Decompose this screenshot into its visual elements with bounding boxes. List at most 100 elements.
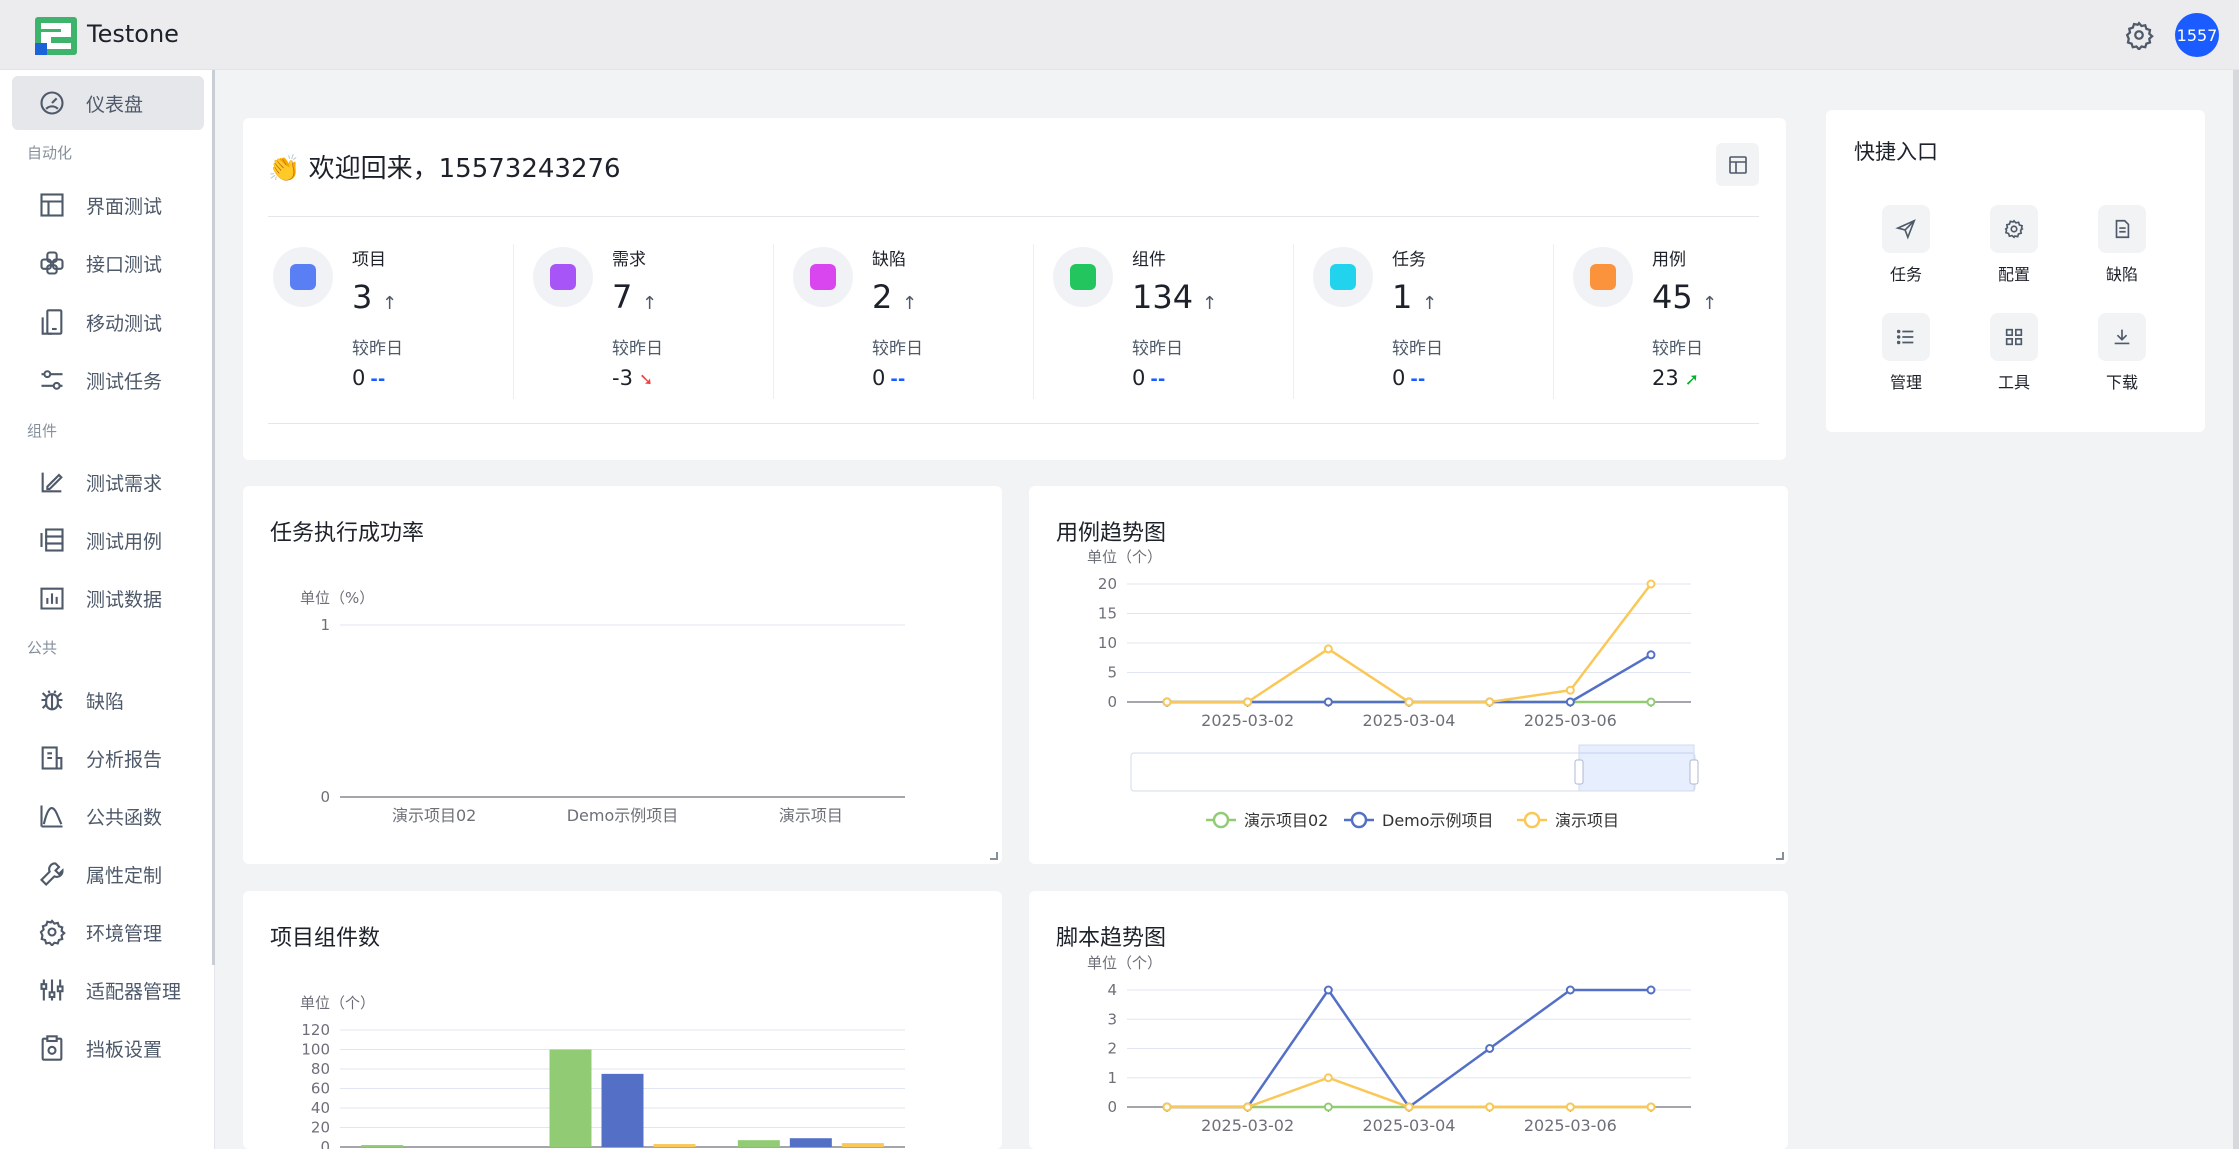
sidebar: 仪表盘 自动化 界面测试 接口测试 移动测试 测试任务 组件 测试需求 测试用例…: [0, 70, 215, 1149]
flat-trend-icon: --: [1410, 369, 1426, 390]
compare-label: 较昨日: [1132, 339, 1183, 359]
sidebar-item-dashboard[interactable]: 仪表盘: [12, 76, 204, 130]
success-rate-card: [243, 486, 1002, 864]
stat-label: 用例: [1652, 250, 1686, 270]
send-icon: [1895, 219, 1916, 240]
dashboard-icon: [40, 91, 64, 115]
user-avatar[interactable]: 1557: [2175, 13, 2219, 57]
quick-entry-icon-box: [1990, 313, 2038, 361]
sidebar-item-test-task[interactable]: 测试任务: [12, 353, 204, 407]
stat-delta: 0 --: [872, 366, 905, 390]
quick-entry-label: 缺陷: [2105, 265, 2138, 284]
sidebar-item-requirement[interactable]: 测试需求: [12, 455, 204, 509]
compare-label: 较昨日: [352, 339, 403, 359]
flat-trend-icon: --: [370, 369, 386, 390]
chart-title: 用例趋势图: [1056, 521, 1167, 546]
quick-entry-document[interactable]: 缺陷: [2082, 205, 2162, 285]
compare-label: 较昨日: [872, 339, 923, 359]
sidebar-group-components: 组件: [27, 422, 58, 440]
sidebar-group-public: 公共: [27, 639, 58, 657]
quick-entry-icon-box: [1882, 205, 1930, 253]
sidebar-item-label: 测试数据: [86, 588, 163, 611]
quick-entry-send[interactable]: 任务: [1866, 205, 1946, 285]
quick-entry-download[interactable]: 下载: [2082, 313, 2162, 393]
case-icon: [1573, 247, 1633, 307]
chart-title: 任务执行成功率: [270, 521, 425, 546]
stat-value: 1: [1392, 278, 1413, 316]
quick-entry-label: 工具: [1997, 373, 2030, 392]
stat-delta-value: 0: [352, 366, 366, 390]
sidebar-item-label: 属性定制: [86, 864, 163, 887]
flat-trend-icon: --: [890, 369, 906, 390]
quick-entry-label: 配置: [1997, 265, 2030, 284]
sliders-icon: [41, 370, 63, 390]
sidebar-item-mobile-test[interactable]: 移动测试: [12, 295, 204, 349]
layout-toggle-button[interactable]: [1716, 143, 1759, 186]
chart-title: 脚本趋势图: [1056, 926, 1167, 951]
component-icon: [1053, 247, 1113, 307]
stat-delta-value: 0: [1132, 366, 1146, 390]
quick-entry-icon-box: [2098, 313, 2146, 361]
app-logo[interactable]: [35, 17, 77, 55]
sidebar-item-label: 适配器管理: [86, 980, 182, 1003]
sidebar-item-defect[interactable]: 缺陷: [12, 673, 204, 727]
up-arrow-icon: ↑: [1422, 293, 1438, 314]
mobile-icon: [41, 309, 63, 335]
quick-entry-list[interactable]: 管理: [1866, 313, 1946, 393]
sidebar-item-environment[interactable]: 环境管理: [12, 905, 204, 959]
task-icon: [1313, 247, 1373, 307]
download-icon: [2114, 329, 2130, 345]
stat-delta-value: 0: [1392, 366, 1406, 390]
sidebar-item-attributes[interactable]: 属性定制: [12, 847, 204, 901]
sidebar-item-api-test[interactable]: 接口测试: [12, 236, 204, 290]
compare-label: 较昨日: [612, 339, 663, 359]
sidebar-item-ui-test[interactable]: 界面测试: [12, 178, 204, 232]
sidebar-item-label: 环境管理: [86, 922, 163, 945]
sidebar-item-test-case[interactable]: 测试用例: [12, 513, 204, 567]
sidebar-item-functions[interactable]: 公共函数: [12, 789, 204, 843]
quick-entry-icon-box: [1990, 205, 2038, 253]
up-arrow-icon: ↑: [382, 293, 398, 314]
stat-delta: -3 ➘: [612, 366, 653, 390]
flat-trend-icon: --: [1150, 369, 1166, 390]
quick-entry-label: 下载: [2105, 373, 2138, 392]
sidebar-item-report[interactable]: 分析报告: [12, 731, 204, 785]
resize-handle[interactable]: [1776, 852, 1784, 860]
sidebar-item-adapter[interactable]: 适配器管理: [12, 963, 204, 1017]
quick-entry-gear[interactable]: 配置: [1974, 205, 2054, 285]
project-icon: [273, 247, 333, 307]
welcome-text: 欢迎回来，15573243276: [308, 154, 621, 184]
bar-chart-icon: [40, 587, 64, 610]
settings-gear-icon[interactable]: [2124, 20, 2154, 50]
sidebar-item-baffle[interactable]: 挡板设置: [12, 1021, 204, 1075]
adjust-icon: [40, 979, 64, 1001]
stat-delta: 0 --: [1392, 366, 1425, 390]
sidebar-scrollbar[interactable]: [212, 70, 215, 965]
up-arrow-icon: ↑: [902, 293, 918, 314]
sidebar-item-test-data[interactable]: 测试数据: [12, 571, 204, 625]
report-icon: [41, 746, 63, 770]
quick-entry-icon-box: [1882, 313, 1930, 361]
sidebar-item-label: 仪表盘: [86, 93, 144, 116]
resize-handle[interactable]: [990, 852, 998, 860]
stat-delta-value: 23: [1652, 366, 1679, 390]
document-icon: [2115, 219, 2130, 239]
stat-separator: [1293, 244, 1294, 399]
page-scrollbar[interactable]: [2233, 70, 2239, 1149]
quick-entry-title: 快捷入口: [1854, 140, 1938, 164]
up-arrow-icon: ↑: [1702, 293, 1718, 314]
sidebar-item-label: 缺陷: [86, 690, 125, 713]
sidebar-item-label: 测试任务: [86, 370, 163, 393]
grid-icon: [2005, 328, 2023, 346]
top-bar: Testone 1557: [0, 0, 2239, 70]
bug-icon: [793, 247, 853, 307]
stat-separator: [1033, 244, 1034, 399]
quick-entry-grid[interactable]: 工具: [1974, 313, 2054, 393]
chart-title: 项目组件数: [270, 926, 381, 951]
stat-label: 组件: [1132, 250, 1166, 270]
up-arrow-icon: ↑: [1202, 293, 1218, 314]
layout-icon: [1728, 155, 1747, 174]
stat-separator: [773, 244, 774, 399]
stack-icon: [40, 528, 64, 552]
bug-icon: [41, 690, 63, 711]
